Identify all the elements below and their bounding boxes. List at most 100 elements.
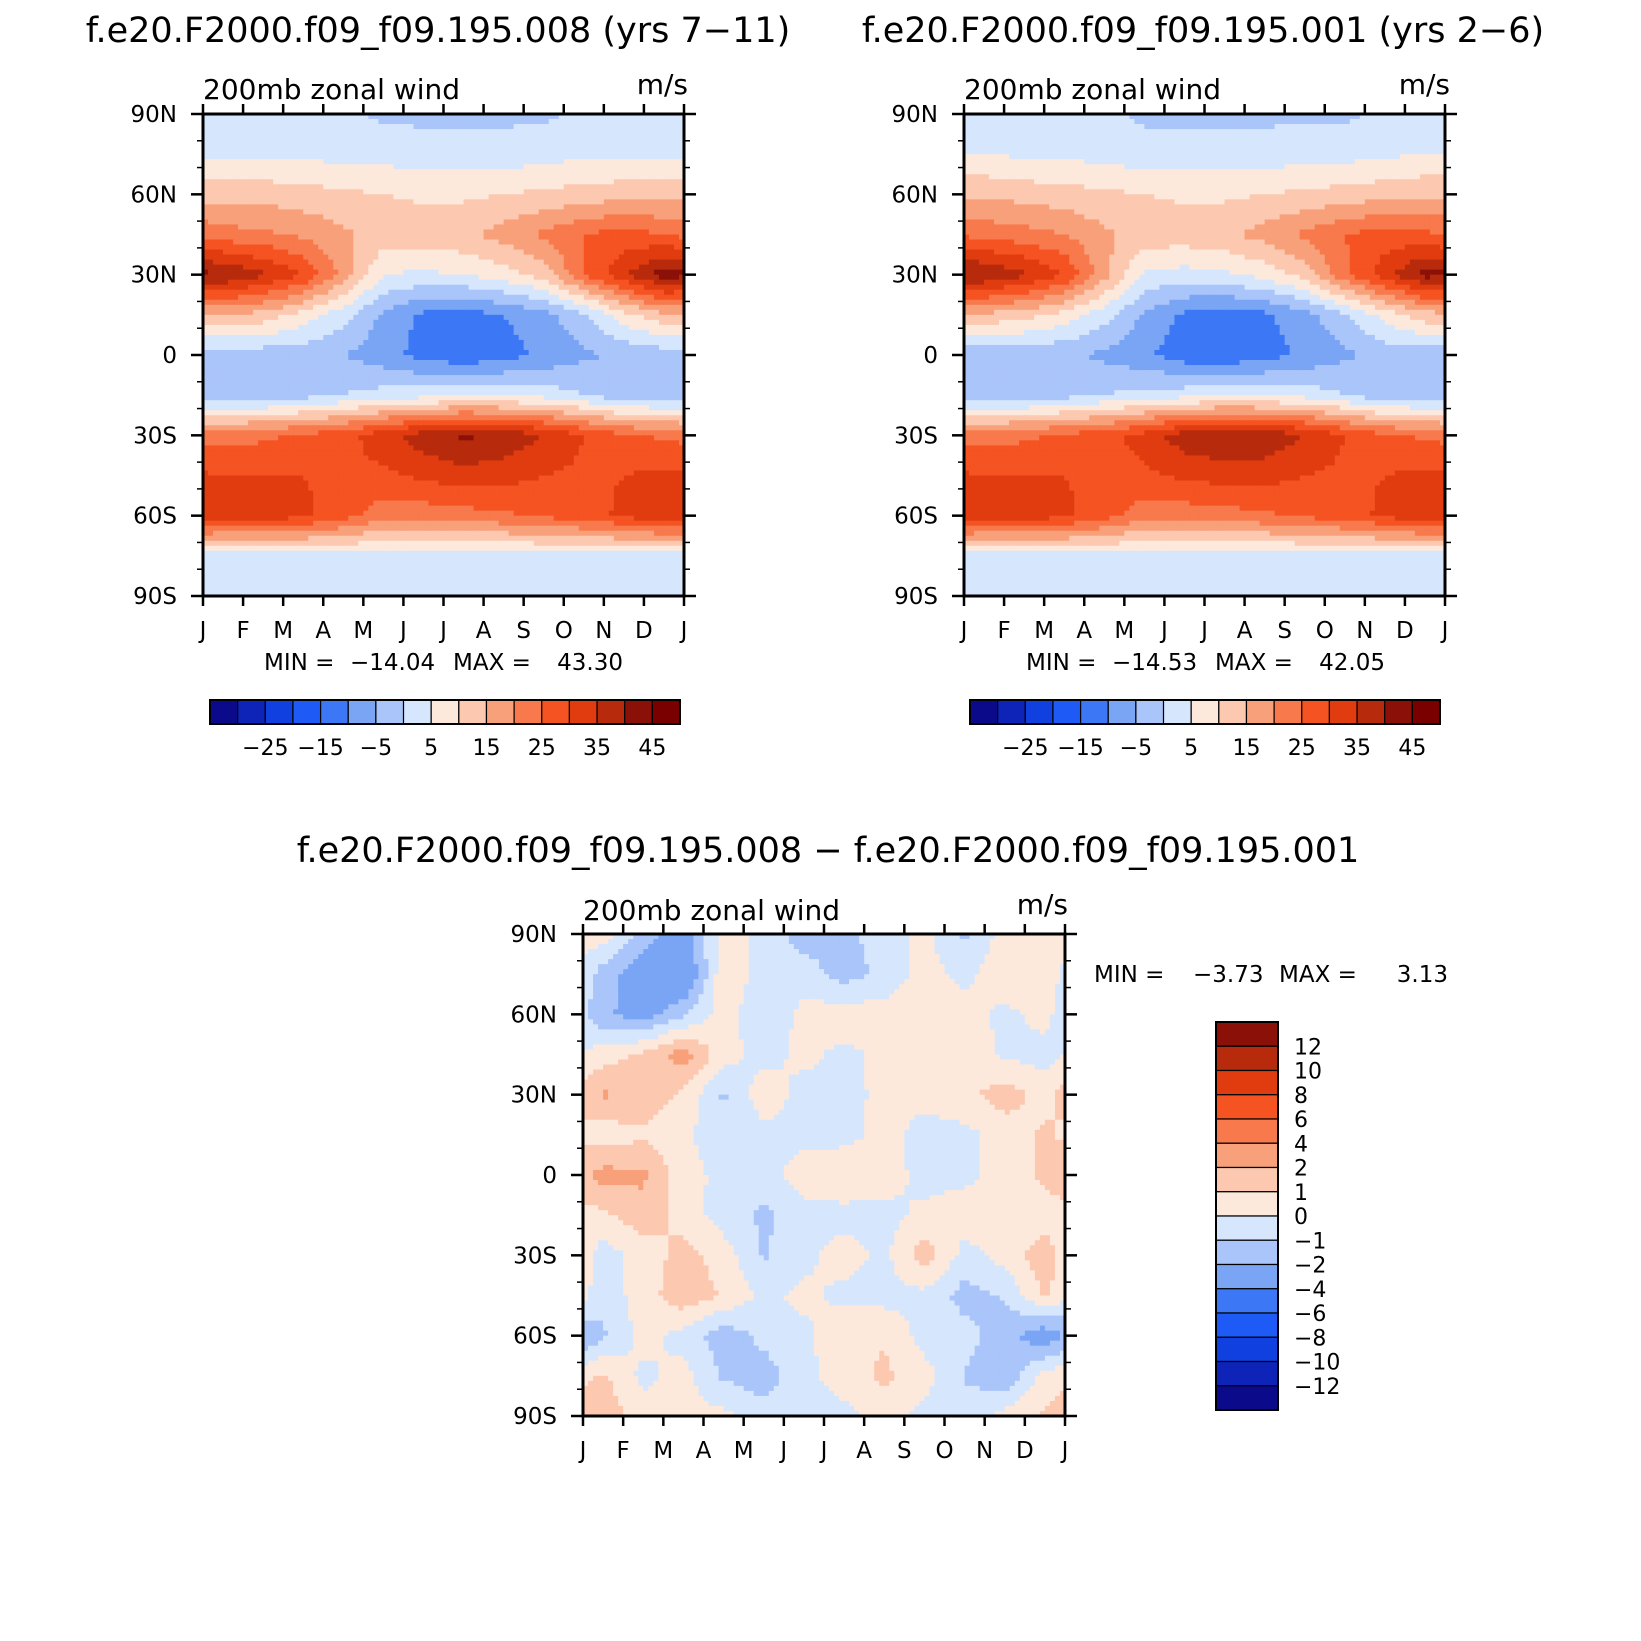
heatmap-cell bbox=[619, 285, 625, 291]
heatmap-cell bbox=[584, 245, 590, 251]
heatmap-cell bbox=[438, 265, 444, 271]
heatmap-cell bbox=[378, 280, 384, 286]
heatmap-cell bbox=[529, 290, 535, 296]
heatmap-cell bbox=[484, 224, 490, 230]
heatmap-cell bbox=[609, 330, 615, 336]
heatmap-cell bbox=[489, 219, 495, 225]
heatmap-cell bbox=[659, 129, 665, 135]
heatmap-cell bbox=[258, 229, 264, 235]
heatmap-cell bbox=[368, 144, 374, 150]
heatmap-cell bbox=[574, 164, 580, 170]
heatmap-cell bbox=[208, 219, 214, 225]
heatmap-cell bbox=[624, 139, 630, 145]
heatmap-cell bbox=[248, 154, 254, 160]
heatmap-cell bbox=[408, 255, 414, 261]
heatmap-cell bbox=[238, 139, 244, 145]
heatmap-cell bbox=[333, 340, 339, 346]
heatmap-cell bbox=[629, 330, 635, 336]
heatmap-cell bbox=[368, 184, 374, 190]
heatmap-cell bbox=[248, 285, 254, 291]
heatmap-cell bbox=[484, 330, 490, 336]
heatmap-cell bbox=[564, 270, 570, 276]
heatmap-cell bbox=[378, 229, 384, 235]
heatmap-cell bbox=[253, 119, 259, 125]
heatmap-cell bbox=[514, 335, 520, 341]
heatmap-cell bbox=[268, 235, 274, 241]
heatmap-cell bbox=[243, 250, 249, 256]
heatmap-cell bbox=[634, 219, 640, 225]
heatmap-cell bbox=[594, 204, 600, 210]
heatmap-cell bbox=[233, 335, 239, 341]
heatmap-cell bbox=[293, 119, 299, 125]
heatmap-cell bbox=[228, 320, 234, 326]
heatmap-cell bbox=[283, 164, 289, 170]
heatmap-cell bbox=[649, 310, 655, 316]
heatmap-cell bbox=[654, 224, 660, 230]
heatmap-cell bbox=[549, 330, 555, 336]
heatmap-cell bbox=[524, 320, 530, 326]
heatmap-cell bbox=[469, 124, 475, 130]
heatmap-cell bbox=[474, 179, 480, 185]
heatmap-cell bbox=[584, 330, 590, 336]
heatmap-cell bbox=[358, 280, 364, 286]
heatmap-cell bbox=[383, 245, 389, 251]
heatmap-cell bbox=[449, 290, 455, 296]
heatmap-cell bbox=[454, 199, 460, 205]
heatmap-cell bbox=[258, 290, 264, 296]
heatmap-cell bbox=[494, 169, 500, 175]
heatmap-cell bbox=[489, 245, 495, 251]
heatmap-cell bbox=[368, 174, 374, 180]
heatmap-cell bbox=[479, 305, 485, 311]
heatmap-cell bbox=[649, 194, 655, 200]
heatmap-cell bbox=[288, 285, 294, 291]
heatmap-cell bbox=[604, 124, 610, 130]
heatmap-cell bbox=[233, 285, 239, 291]
heatmap-cell bbox=[348, 265, 354, 271]
heatmap-cell bbox=[368, 280, 374, 286]
heatmap-cell bbox=[544, 290, 550, 296]
heatmap-cell bbox=[258, 235, 264, 241]
heatmap-cell bbox=[579, 124, 585, 130]
heatmap-cell bbox=[479, 255, 485, 261]
heatmap-cell bbox=[674, 139, 680, 145]
heatmap-cell bbox=[654, 310, 660, 316]
heatmap-cell bbox=[544, 280, 550, 286]
heatmap-cell bbox=[469, 139, 475, 145]
heatmap-cell bbox=[649, 129, 655, 135]
heatmap-cell bbox=[338, 204, 344, 210]
heatmap-cell bbox=[599, 270, 605, 276]
heatmap-cell bbox=[609, 169, 615, 175]
heatmap-cell bbox=[489, 325, 495, 331]
heatmap-cell bbox=[428, 189, 434, 195]
heatmap-cell bbox=[649, 149, 655, 155]
heatmap-cell bbox=[288, 310, 294, 316]
heatmap-cell bbox=[539, 315, 545, 321]
heatmap-cell bbox=[624, 300, 630, 306]
heatmap-cell bbox=[333, 255, 339, 261]
heatmap-cell bbox=[484, 129, 490, 135]
heatmap-cell bbox=[268, 250, 274, 256]
heatmap-cell bbox=[213, 144, 219, 150]
heatmap-cell bbox=[283, 270, 289, 276]
heatmap-cell bbox=[549, 129, 555, 135]
heatmap-cell bbox=[373, 179, 379, 185]
heatmap-cell bbox=[433, 300, 439, 306]
heatmap-cell bbox=[669, 144, 675, 150]
heatmap-cell bbox=[599, 280, 605, 286]
heatmap-cell bbox=[283, 290, 289, 296]
heatmap-cell bbox=[398, 144, 404, 150]
heatmap-cell bbox=[539, 235, 545, 241]
heatmap-cell bbox=[444, 139, 450, 145]
heatmap-cell bbox=[373, 325, 379, 331]
heatmap-cell bbox=[308, 169, 314, 175]
heatmap-cell bbox=[529, 129, 535, 135]
heatmap-cell bbox=[383, 305, 389, 311]
heatmap-cell bbox=[539, 310, 545, 316]
heatmap-cell bbox=[438, 325, 444, 331]
heatmap-cell bbox=[674, 315, 680, 321]
heatmap-cell bbox=[494, 229, 500, 235]
heatmap-cell bbox=[549, 295, 555, 301]
heatmap-cell bbox=[283, 199, 289, 205]
heatmap-cell bbox=[308, 149, 314, 155]
heatmap-cell bbox=[433, 219, 439, 225]
